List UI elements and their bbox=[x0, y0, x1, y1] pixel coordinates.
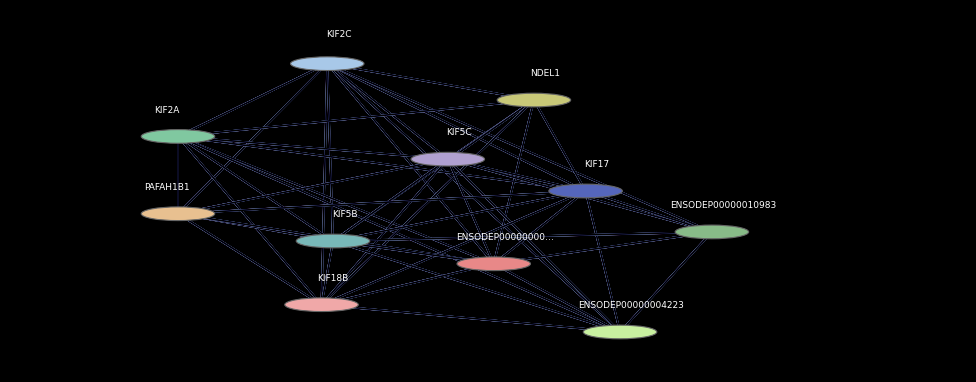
Ellipse shape bbox=[285, 298, 358, 312]
Text: NDEL1: NDEL1 bbox=[530, 69, 560, 78]
Ellipse shape bbox=[142, 207, 215, 220]
Ellipse shape bbox=[142, 129, 215, 143]
Ellipse shape bbox=[297, 234, 370, 248]
Text: KIF5C: KIF5C bbox=[446, 128, 472, 138]
Text: ENSODEP00000010983: ENSODEP00000010983 bbox=[671, 201, 777, 210]
Ellipse shape bbox=[549, 184, 623, 198]
Ellipse shape bbox=[291, 57, 364, 71]
Text: ENSODEP00000004223: ENSODEP00000004223 bbox=[579, 301, 684, 310]
Ellipse shape bbox=[497, 93, 571, 107]
Text: KIF5B: KIF5B bbox=[332, 210, 357, 219]
Ellipse shape bbox=[675, 225, 749, 239]
Text: KIF2C: KIF2C bbox=[326, 30, 351, 39]
Ellipse shape bbox=[457, 257, 531, 270]
Ellipse shape bbox=[411, 152, 484, 166]
Ellipse shape bbox=[584, 325, 657, 339]
Text: KIF2A: KIF2A bbox=[154, 105, 180, 115]
Text: ENSODEP00000000…: ENSODEP00000000… bbox=[457, 233, 554, 242]
Text: KIF17: KIF17 bbox=[585, 160, 610, 169]
Text: PAFAH1B1: PAFAH1B1 bbox=[143, 183, 189, 192]
Text: KIF18B: KIF18B bbox=[317, 274, 348, 283]
